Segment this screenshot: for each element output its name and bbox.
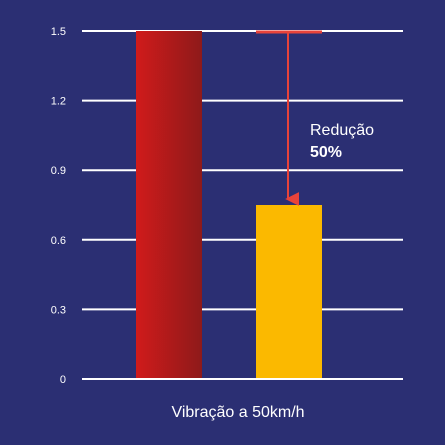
bars (136, 31, 322, 379)
y-tick-label: 0.6 (51, 235, 66, 247)
y-tick-label: 1.5 (51, 26, 66, 38)
bar-after (256, 205, 322, 379)
reduction-annotation: Redução 50% (256, 30, 374, 206)
y-tick-label: 0 (60, 374, 66, 386)
y-tick-label: 0.9 (51, 165, 66, 177)
bar-before (136, 31, 202, 379)
y-axis-ticks: 0 0.3 0.6 0.9 1.2 1.5 (51, 26, 66, 386)
reduction-label: Redução (310, 122, 374, 139)
y-tick-label: 1.2 (51, 96, 66, 108)
grid-lines (82, 30, 403, 311)
reduction-value: 50% (310, 144, 342, 161)
x-axis-label: Vibração a 50km/h (171, 404, 304, 421)
y-tick-label: 0.3 (51, 304, 66, 316)
